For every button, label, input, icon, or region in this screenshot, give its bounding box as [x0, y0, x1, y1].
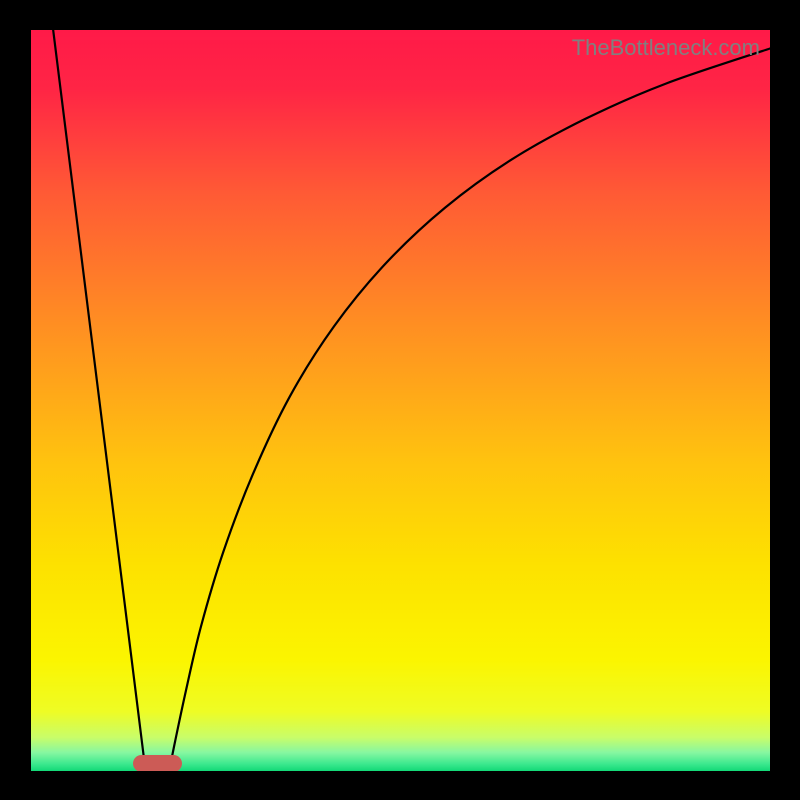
plot-area: TheBottleneck.com: [31, 30, 770, 771]
chart-frame: TheBottleneck.com: [0, 0, 800, 800]
curve-layer: [31, 30, 770, 771]
watermark-text: TheBottleneck.com: [572, 35, 760, 61]
left-linear-segment: [53, 30, 145, 771]
right-log-curve: [169, 49, 770, 771]
bottleneck-marker: [133, 755, 183, 771]
